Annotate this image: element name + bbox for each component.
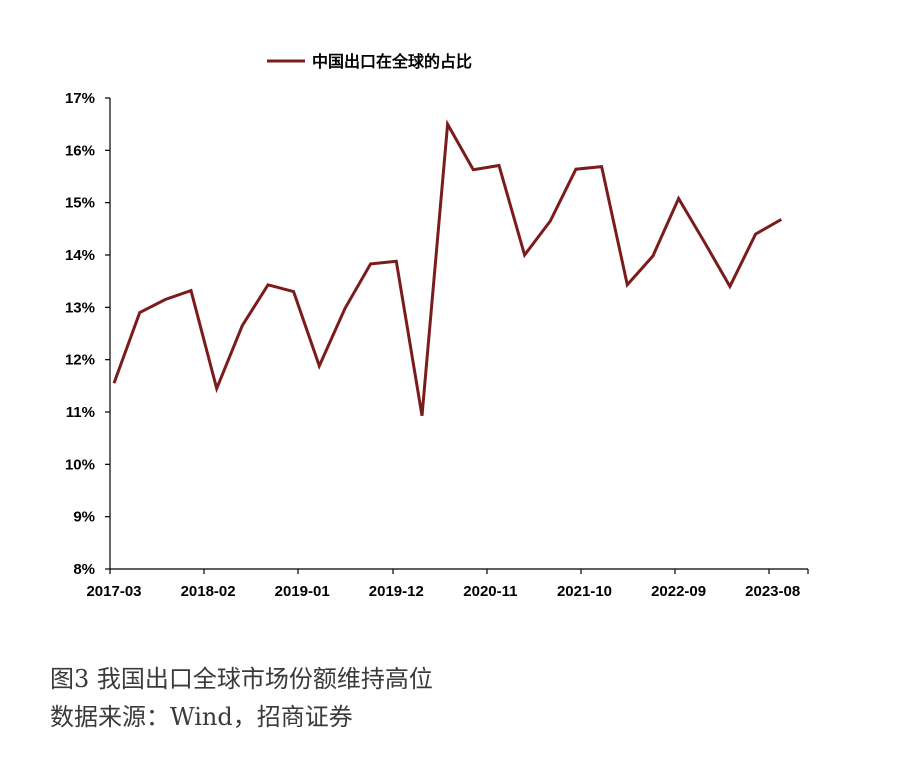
- series-layer: [112, 119, 783, 416]
- y-tick-label: 17%: [65, 90, 95, 107]
- x-tick-label: 2019-12: [369, 583, 424, 600]
- chart: 中国出口在全球的占比 8%9%10%11%12%13%14%15%16%17% …: [65, 52, 809, 600]
- y-tick-label: 14%: [65, 247, 95, 264]
- x-axis: 2017-03 2018-02 2019-01 2019-12 2020-11 2021-…: [86, 568, 809, 600]
- y-tick-label: 13%: [65, 299, 95, 316]
- y-tick-label: 10%: [65, 456, 95, 473]
- figure-caption: 图3 我国出口全球市场份额维持高位: [50, 665, 433, 693]
- y-tick-label: 15%: [65, 195, 95, 212]
- y-tick-label: 11%: [66, 404, 95, 421]
- y-tick-label: 16%: [65, 142, 95, 159]
- series-line: [112, 119, 783, 416]
- y-tick-label: 9%: [73, 509, 95, 526]
- x-tick-label: 2017-03: [86, 583, 141, 600]
- source-note: 数据来源：Wind，招商证券: [50, 703, 353, 731]
- x-tick-label: 2019-01: [275, 583, 330, 600]
- legend: 中国出口在全球的占比: [267, 52, 472, 71]
- x-tick-label: 2021-10: [557, 583, 612, 600]
- y-tick-label: 8%: [73, 561, 95, 578]
- y-axis: 8% 9% 10% 11% 12% 13% 14% 15% 16% 17%: [65, 90, 111, 578]
- legend-label: 中国出口在全球的占比: [312, 52, 472, 71]
- x-tick-label: 2020-11: [463, 583, 517, 600]
- y-tick-label: 12%: [65, 352, 95, 369]
- x-tick-label: 2022-09: [651, 583, 706, 600]
- x-tick-label: 2023-08: [745, 583, 800, 600]
- x-tick-label: 2018-02: [181, 583, 236, 600]
